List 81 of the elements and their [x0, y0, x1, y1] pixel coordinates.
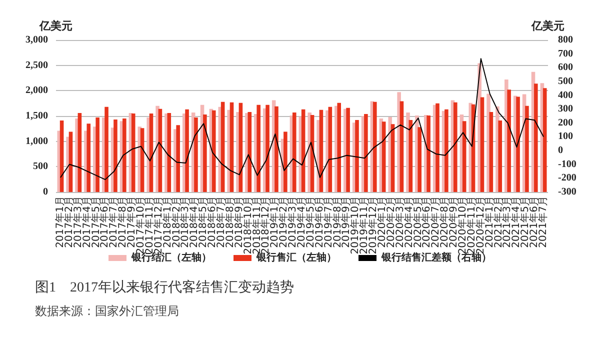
- bar: [284, 132, 288, 192]
- bar: [104, 106, 108, 192]
- y2-tick-label: 100: [558, 131, 573, 142]
- bar: [176, 125, 180, 192]
- bar: [355, 120, 359, 192]
- y2-tick-label: 600: [558, 62, 573, 74]
- bar: [390, 124, 395, 192]
- bar: [489, 112, 494, 192]
- bar: [149, 113, 154, 192]
- bar: [86, 124, 91, 192]
- bar: [337, 102, 341, 192]
- y-tick-label: 2,000: [26, 85, 48, 96]
- line-series: [60, 58, 544, 180]
- x-tick-label: 2021年1月: [483, 196, 496, 248]
- y2-tick-label: 200: [558, 117, 573, 128]
- bar: [140, 128, 144, 192]
- y2-tick-label: 700: [558, 48, 573, 60]
- bar: [256, 104, 260, 192]
- y-tick-label: 1,000: [26, 136, 48, 147]
- bar: [194, 118, 198, 192]
- y2-tick-label: 500: [558, 76, 573, 87]
- legend-label: 银行结汇（左轴）: [130, 252, 212, 264]
- bar: [372, 102, 377, 192]
- bar: [96, 118, 100, 192]
- x-tick-label: 2018年10月: [242, 196, 254, 254]
- bar: [346, 108, 350, 192]
- y2-tick-label: 400: [558, 90, 573, 101]
- bar: [436, 103, 440, 192]
- bar: [203, 114, 207, 192]
- bar: [408, 120, 413, 192]
- bar: [542, 88, 547, 192]
- bar: [292, 112, 296, 192]
- bar: [230, 102, 234, 192]
- bar: [248, 112, 252, 192]
- y-tick-label: 500: [33, 161, 48, 172]
- bar: [534, 84, 538, 192]
- bar: [364, 114, 368, 192]
- bar: [60, 120, 64, 192]
- bar: [382, 122, 386, 192]
- bar: [122, 118, 126, 192]
- bar: [516, 96, 520, 192]
- bar: [78, 112, 82, 192]
- y-axis-title: 亿美元: [38, 20, 72, 32]
- y2-tick-label: -100: [558, 158, 576, 170]
- bar: [274, 106, 278, 192]
- bar: [400, 101, 404, 192]
- bar: [238, 102, 243, 192]
- bar: [426, 115, 430, 192]
- text: 图1 2017年以来银行代客结售汇变动趋势: [35, 280, 294, 296]
- y2-tick-label: 300: [558, 104, 573, 115]
- bar: [525, 106, 529, 192]
- bar: [266, 104, 270, 192]
- bar: [158, 108, 162, 192]
- y2-tick-label: -200: [558, 172, 576, 184]
- x-tick-label: 2018年1月: [161, 196, 174, 248]
- x-tick-label: 2021年7月: [537, 196, 550, 248]
- bar: [220, 102, 225, 192]
- y-tick-label: 1,500: [26, 110, 48, 122]
- legend-label: 银行售汇（左轴）: [256, 252, 336, 264]
- bar: [462, 121, 466, 192]
- bar: [167, 112, 172, 192]
- y-tick-label: 2,500: [26, 60, 48, 71]
- bar: [444, 109, 448, 192]
- bar: [480, 97, 484, 192]
- source-note: 数据来源：国家外汇管理局: [35, 304, 179, 318]
- bar: [328, 106, 332, 192]
- y-tick-label: 3,000: [26, 34, 48, 46]
- y2-axis-title: 亿美元: [530, 20, 564, 32]
- bar: [507, 90, 511, 192]
- y2-tick-label: 0: [558, 145, 563, 156]
- bar: [131, 113, 136, 192]
- bar: [68, 132, 73, 192]
- bar: [418, 127, 422, 192]
- bar: [498, 120, 502, 192]
- bar: [454, 102, 458, 192]
- y2-tick-label: -300: [558, 186, 576, 198]
- bar: [212, 110, 216, 192]
- bar: [185, 109, 189, 192]
- y-tick-label: 0: [43, 186, 48, 198]
- y2-tick-label: 800: [558, 34, 573, 46]
- bar: [114, 120, 118, 192]
